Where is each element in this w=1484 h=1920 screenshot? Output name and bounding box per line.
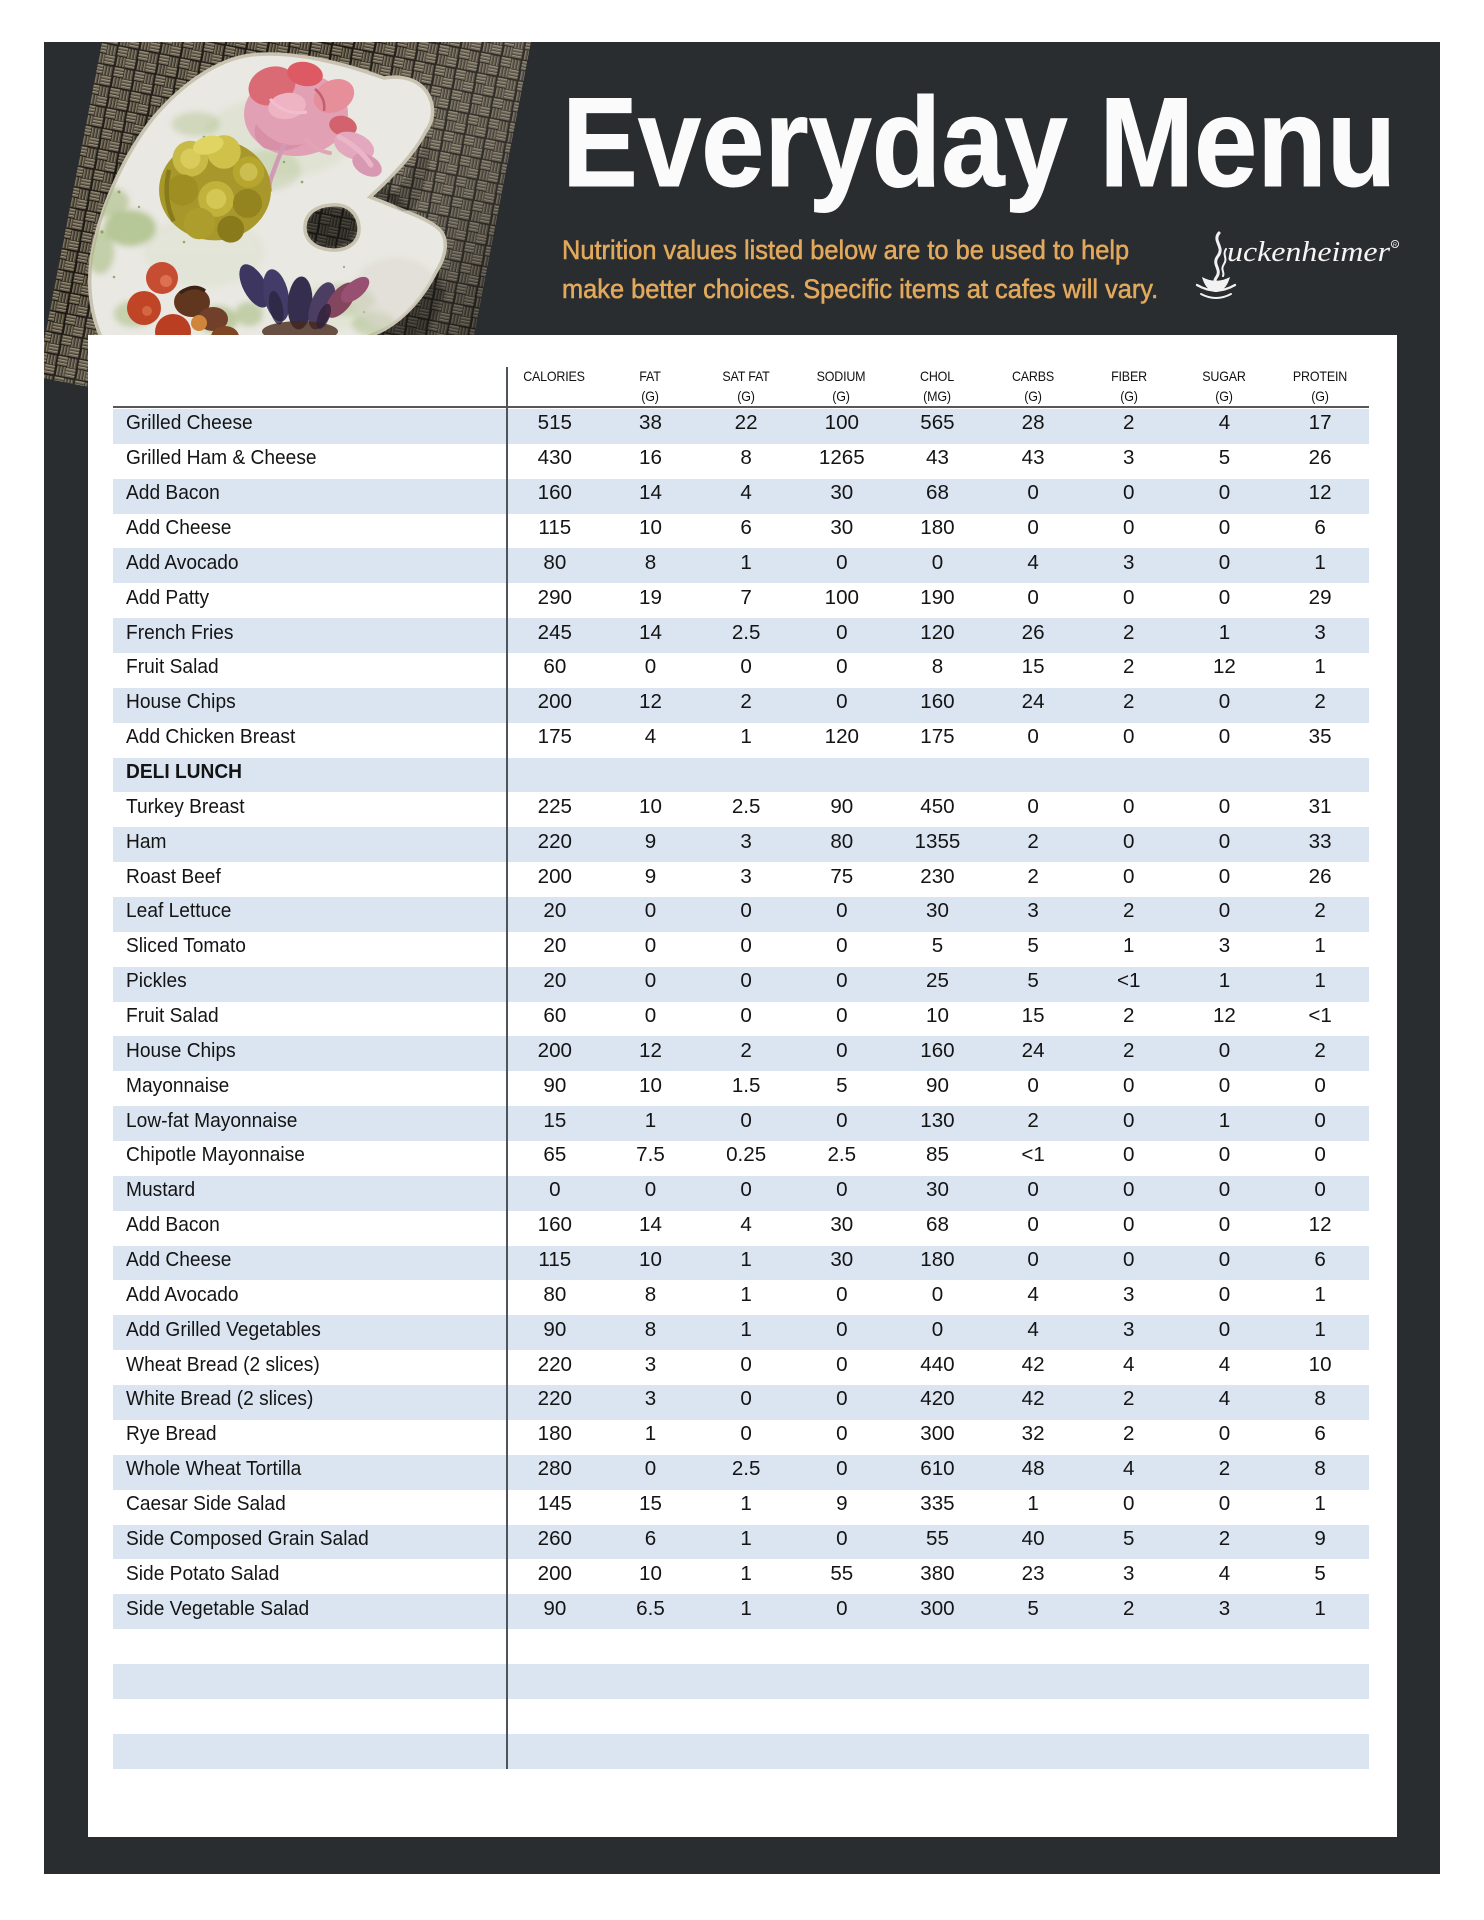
svg-text:R: R	[1393, 243, 1397, 249]
svg-text:uckenheimer: uckenheimer	[1227, 237, 1390, 268]
